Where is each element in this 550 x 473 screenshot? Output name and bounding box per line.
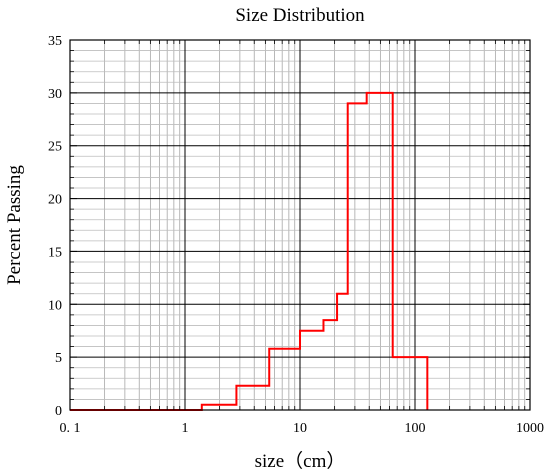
x-axis-label: size（cm）: [255, 450, 346, 472]
y-tick-label: 15: [48, 245, 62, 260]
y-tick-label: 35: [48, 34, 62, 49]
series-layer: [70, 91, 429, 411]
y-tick-label: 10: [48, 298, 62, 313]
y-tick-label: 20: [48, 193, 62, 208]
y-tick-label: 30: [48, 87, 62, 102]
y-tick-label: 25: [48, 140, 62, 155]
axis-ticks: [69, 39, 530, 411]
x-tick-labels: 0. 1 1 10 100 1000: [60, 421, 545, 436]
x-tick-label: 100: [405, 421, 426, 436]
x-tick-label: 0. 1: [60, 421, 81, 436]
series-line: [70, 91, 429, 411]
x-tick-label: 10: [293, 421, 307, 436]
y-tick-label: 5: [55, 351, 62, 366]
major-grid: [70, 40, 530, 410]
x-tick-label: 1: [182, 421, 189, 436]
y-axis-label: Percent Passing: [4, 165, 25, 285]
y-tick-labels: 0 5 10 15 20 25 30 35: [48, 34, 62, 419]
x-tick-label: 1000: [516, 421, 544, 436]
chart-title: Size Distribution: [235, 5, 365, 26]
y-tick-label: 0: [55, 404, 62, 419]
